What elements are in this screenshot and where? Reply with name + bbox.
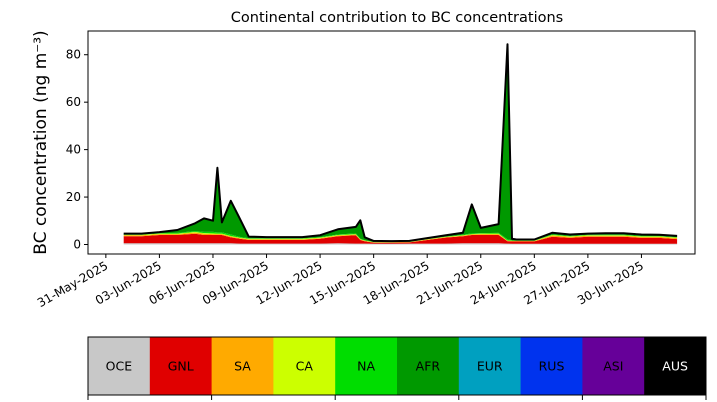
legend-label-rus: RUS [539,359,565,374]
area-eur [123,44,678,242]
legend-label-na: NA [357,359,375,374]
x-axis: 31-May-202503-Jun-202506-Jun-202509-Jun-… [35,254,646,310]
chart-title: Continental contribution to BC concentra… [231,10,563,26]
legend-colorbar: OCE GNL SA CA NA AFR EUR RUS ASI AUS [87,336,707,400]
area-aus [123,44,678,242]
legend-label-ca: CA [296,359,314,374]
legend-label-asi: ASI [603,359,623,374]
legend-frame [87,336,707,396]
y-tick-label: 40 [66,143,81,157]
y-tick-label: 80 [66,48,81,62]
area-sa [123,232,678,243]
legend-swatch-na [335,337,398,395]
area-layers [123,44,678,245]
legend-label-gnl: GNL [168,359,194,374]
y-tick-label: 20 [66,190,81,204]
legend-swatch-oce [88,337,151,395]
legend-swatch-sa [211,337,274,395]
legend-swatch-afr [397,337,460,395]
y-axis-label: BC concentration (ng m⁻³) [31,30,51,254]
legend-swatch-rus [520,337,583,395]
legend-swatch-ca [273,337,336,395]
legend-swatch-aus [644,337,707,395]
y-tick-label: 0 [73,238,81,252]
legend-label-oce: OCE [106,359,133,374]
legend-label-aus: AUS [662,359,688,374]
area-gnl [123,233,678,244]
y-tick-label: 60 [66,95,81,109]
y-axis: 0 20 40 60 80 [66,48,88,252]
plot-frame [87,30,696,255]
legend-swatch-eur [458,337,522,395]
legend-swatch-gnl [149,337,213,395]
area-afr [123,44,678,242]
area-na [123,231,678,243]
area-rus [123,44,678,242]
area-asi [123,44,678,242]
legend-swatch-asi [582,337,645,395]
legend-label-afr: AFR [416,359,441,374]
total-concentration-line [123,43,678,243]
legend-label-eur: EUR [477,359,503,374]
legend-label-sa: SA [234,359,251,374]
